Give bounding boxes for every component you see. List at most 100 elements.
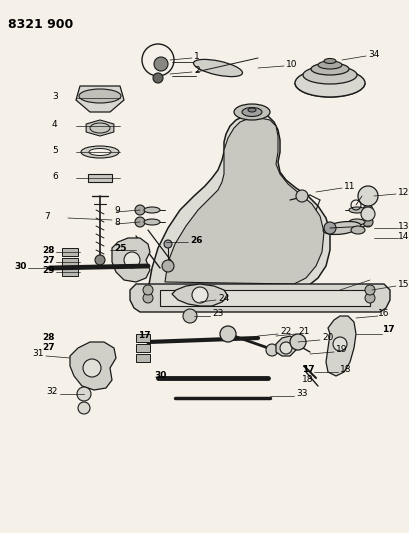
Text: 7: 7 <box>44 212 49 221</box>
Circle shape <box>357 186 377 206</box>
Text: 28: 28 <box>42 334 54 343</box>
Polygon shape <box>136 334 150 342</box>
Text: 30: 30 <box>154 372 166 381</box>
Ellipse shape <box>310 63 348 75</box>
Text: 2: 2 <box>193 66 199 75</box>
Polygon shape <box>172 284 227 306</box>
Polygon shape <box>62 248 78 256</box>
Polygon shape <box>325 316 355 376</box>
Ellipse shape <box>241 108 261 117</box>
Polygon shape <box>86 120 114 136</box>
Ellipse shape <box>247 108 255 112</box>
Text: 18: 18 <box>301 376 313 384</box>
Text: 3: 3 <box>52 92 58 101</box>
Circle shape <box>279 342 291 354</box>
Ellipse shape <box>323 59 335 63</box>
Text: 15: 15 <box>397 279 409 288</box>
Text: 23: 23 <box>211 310 223 319</box>
Text: 34: 34 <box>367 50 378 59</box>
Text: 11: 11 <box>343 182 355 190</box>
Ellipse shape <box>81 146 119 158</box>
Circle shape <box>265 344 277 356</box>
Text: 21: 21 <box>297 327 309 336</box>
Circle shape <box>295 190 307 202</box>
Circle shape <box>364 293 374 303</box>
Circle shape <box>83 359 101 377</box>
Text: 9: 9 <box>114 206 119 214</box>
Text: 6: 6 <box>52 172 58 181</box>
Text: 31: 31 <box>32 350 43 359</box>
Circle shape <box>124 252 139 268</box>
Polygon shape <box>136 354 150 362</box>
Text: 17: 17 <box>301 366 314 375</box>
Circle shape <box>323 222 335 234</box>
Circle shape <box>77 387 91 401</box>
Text: 30: 30 <box>14 262 26 271</box>
Polygon shape <box>70 342 116 390</box>
Text: 13: 13 <box>397 222 409 230</box>
Ellipse shape <box>350 226 364 234</box>
Text: 10: 10 <box>285 60 297 69</box>
Circle shape <box>220 326 236 342</box>
Text: 19: 19 <box>335 345 347 354</box>
Polygon shape <box>164 118 323 284</box>
Ellipse shape <box>348 207 364 213</box>
Polygon shape <box>76 86 124 112</box>
Polygon shape <box>160 290 369 306</box>
Circle shape <box>164 240 172 248</box>
Circle shape <box>362 217 372 227</box>
Polygon shape <box>136 344 150 352</box>
Text: 17: 17 <box>138 332 150 341</box>
Ellipse shape <box>234 104 270 120</box>
Text: 12: 12 <box>397 188 408 197</box>
Text: 1: 1 <box>193 52 199 61</box>
Text: 24: 24 <box>218 294 229 303</box>
Polygon shape <box>275 336 295 356</box>
Polygon shape <box>148 114 329 290</box>
Text: 28: 28 <box>42 246 54 254</box>
Circle shape <box>143 293 153 303</box>
Circle shape <box>364 285 374 295</box>
Circle shape <box>95 255 105 265</box>
Polygon shape <box>88 174 112 182</box>
Text: 25: 25 <box>114 244 126 253</box>
Ellipse shape <box>348 219 364 225</box>
Circle shape <box>332 337 346 351</box>
Ellipse shape <box>89 149 111 156</box>
Circle shape <box>360 207 374 221</box>
Text: 27: 27 <box>42 255 54 264</box>
Circle shape <box>362 205 372 215</box>
Circle shape <box>143 285 153 295</box>
Ellipse shape <box>144 207 160 213</box>
Text: 18: 18 <box>339 366 351 375</box>
Text: 8321 900: 8321 900 <box>8 18 73 31</box>
Text: 27: 27 <box>42 343 54 352</box>
Text: 20: 20 <box>321 334 333 343</box>
Polygon shape <box>130 284 389 312</box>
Circle shape <box>153 73 163 83</box>
Ellipse shape <box>322 222 360 235</box>
Ellipse shape <box>317 61 341 69</box>
Circle shape <box>78 402 90 414</box>
Text: 16: 16 <box>377 310 389 319</box>
Text: 26: 26 <box>189 236 202 245</box>
Polygon shape <box>112 238 150 282</box>
Polygon shape <box>62 268 78 276</box>
Text: 17: 17 <box>381 326 393 335</box>
Text: 4: 4 <box>52 119 58 128</box>
Ellipse shape <box>193 59 242 77</box>
Text: 33: 33 <box>295 390 307 399</box>
Circle shape <box>182 309 196 323</box>
Polygon shape <box>62 258 78 266</box>
Ellipse shape <box>302 66 356 84</box>
Ellipse shape <box>79 89 121 103</box>
Circle shape <box>191 287 207 303</box>
Text: 14: 14 <box>397 231 408 240</box>
Text: 29: 29 <box>42 265 54 274</box>
Text: 32: 32 <box>46 387 57 397</box>
Ellipse shape <box>144 219 160 225</box>
Circle shape <box>154 57 168 71</box>
Ellipse shape <box>294 69 364 97</box>
Text: 5: 5 <box>52 146 58 155</box>
Circle shape <box>162 260 173 272</box>
